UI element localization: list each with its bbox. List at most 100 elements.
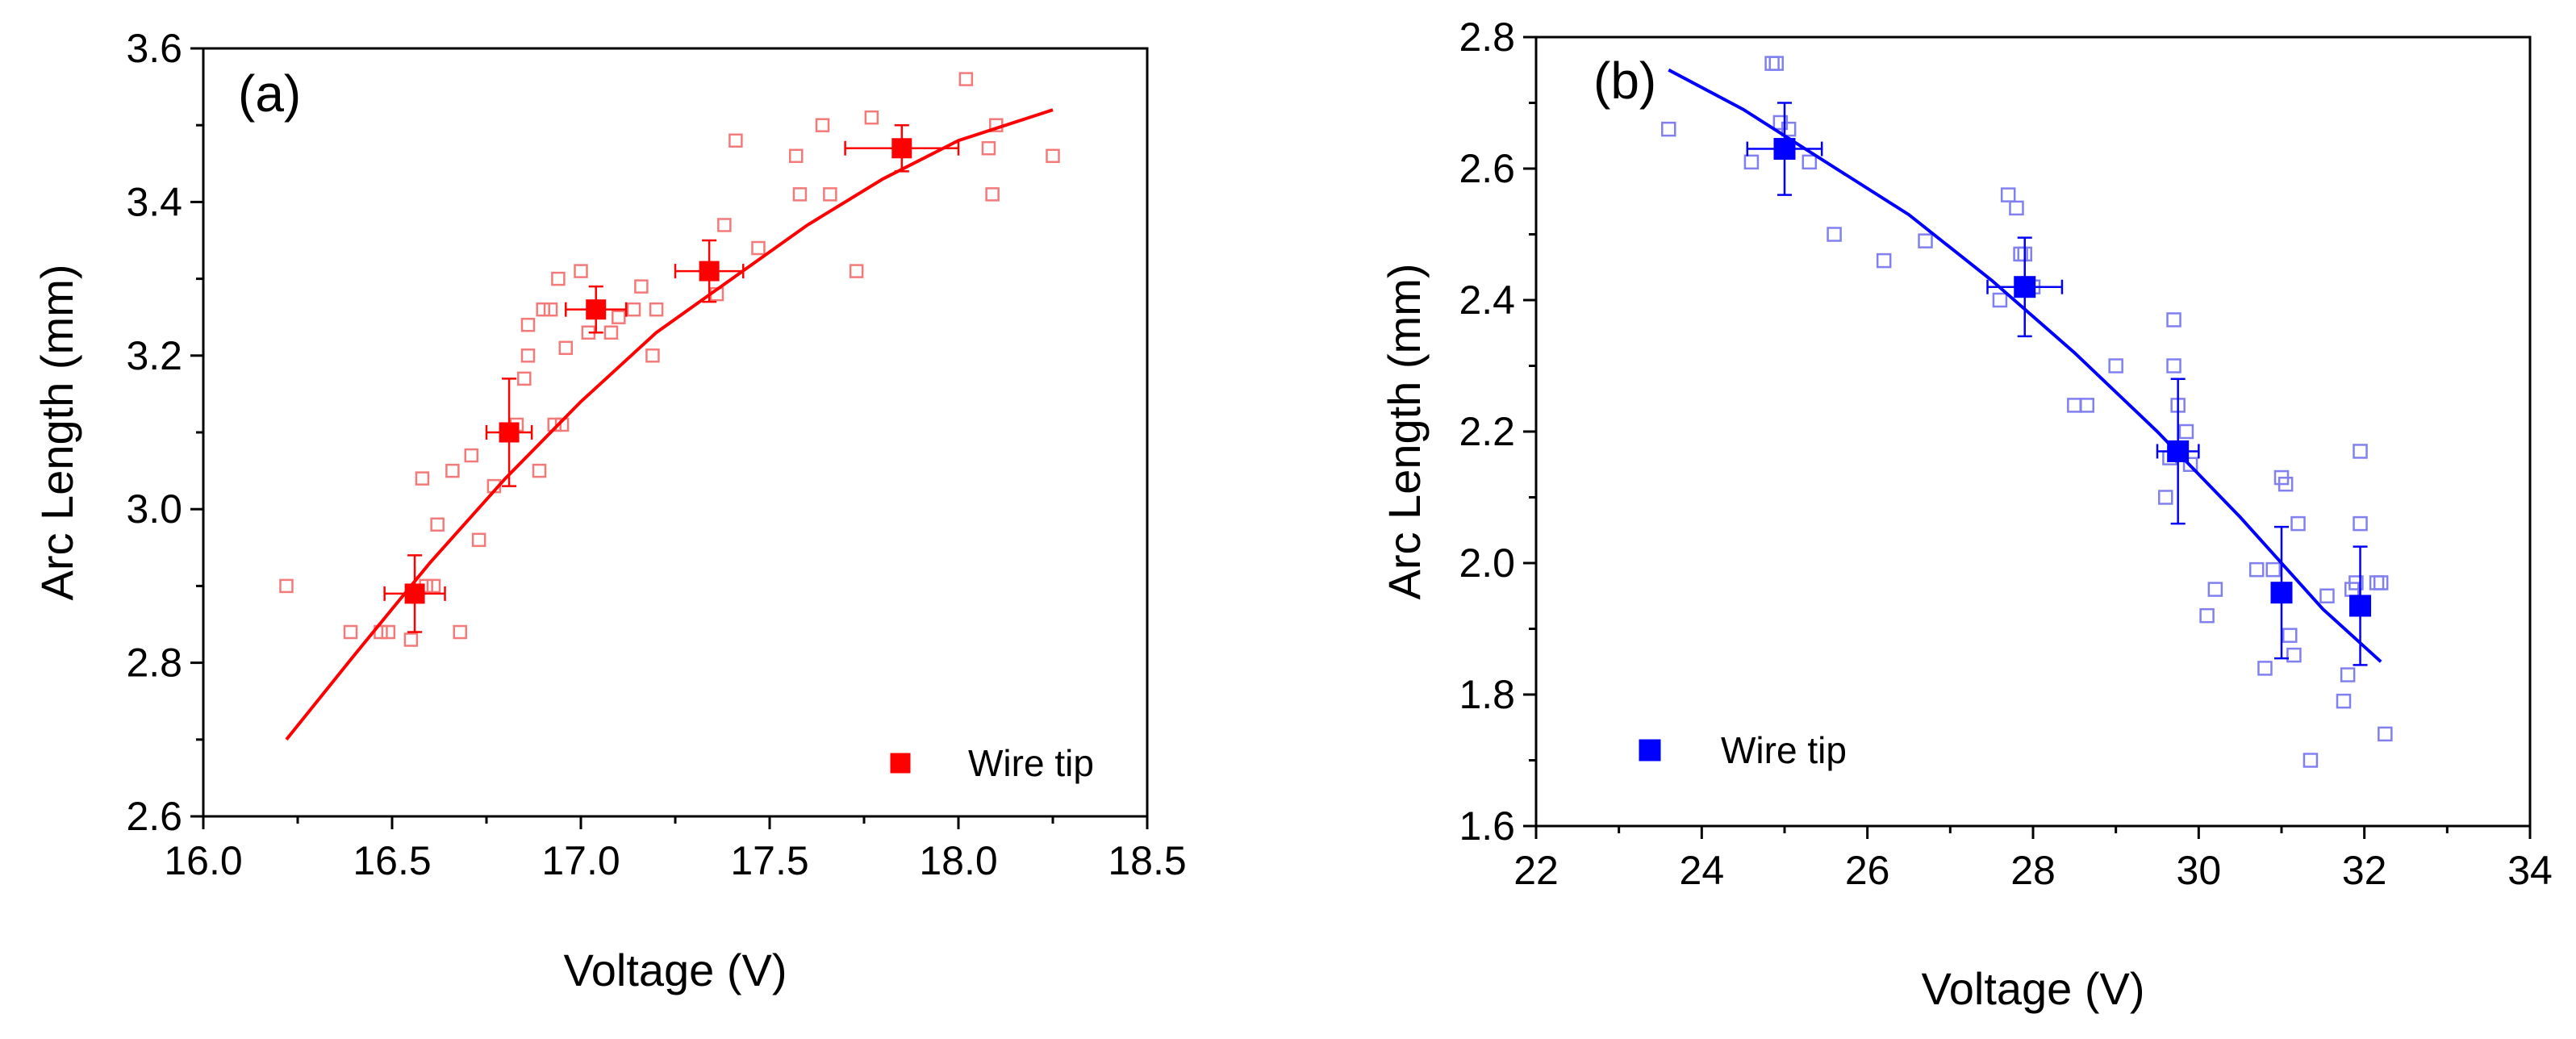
x-tick-label: 18.5	[1108, 838, 1186, 883]
x-tick-label: 34	[2507, 848, 2553, 893]
raw-data-point	[729, 133, 743, 148]
mean-data-point	[699, 261, 720, 282]
y-axis-title: Arc Length (mm)	[1379, 264, 1430, 600]
x-tick-label: 16.5	[353, 838, 431, 883]
mean-data-point	[2167, 440, 2190, 462]
chart-panel-a: 16.0 16.5 17.0 17.5 18.0 18.5 2.6 2.8 3.0 3.2 3.4 3…	[31, 26, 1187, 995]
y-tick-label: 2.0	[1459, 540, 1515, 586]
raw-data-point	[453, 624, 467, 640]
legend-marker	[1639, 739, 1661, 762]
raw-data-point	[2182, 457, 2198, 472]
raw-data-point	[603, 325, 619, 340]
raw-data-point	[343, 624, 358, 640]
mean-data-point	[1773, 138, 1796, 161]
raw-data-point	[792, 187, 808, 202]
raw-data-point	[2257, 661, 2273, 676]
mean-data-point	[2270, 582, 2293, 604]
x-tick-label: 17.0	[541, 838, 620, 883]
chart-panel-b: 22 24 26 28 30 32 34 1.6 1.8 2.0 2.2 2.4 2.6 2.8 Volta…	[1379, 15, 2553, 1014]
raw-data-point	[415, 471, 430, 486]
raw-data-point	[985, 187, 1000, 202]
y-tick-label: 3.4	[126, 179, 182, 224]
raw-data-point	[2290, 515, 2306, 532]
raw-data-point	[543, 302, 558, 317]
y-tick-label: 1.6	[1459, 803, 1515, 849]
raw-data-point	[815, 118, 830, 132]
mean-data-point	[404, 583, 425, 604]
x-tick-label: 30	[2177, 848, 2222, 893]
raw-data-point	[520, 317, 536, 332]
raw-data-point	[2340, 667, 2356, 682]
raw-data-point	[864, 110, 879, 125]
y-tick-label: 2.4	[1459, 277, 1515, 323]
raw-data-point	[2108, 358, 2123, 373]
raw-data-point	[2207, 582, 2223, 597]
raw-data-point	[634, 279, 649, 294]
raw-data-point	[445, 463, 460, 478]
legend-label: Wire tip	[1721, 729, 1847, 771]
raw-data-point	[2353, 444, 2368, 459]
mean-data-point	[891, 138, 912, 159]
y-tick-label: 2.8	[126, 641, 182, 686]
y-tick-label: 2.6	[126, 794, 182, 839]
raw-data-point	[626, 302, 641, 317]
raw-data-point	[2378, 726, 2393, 742]
raw-data-point	[551, 271, 566, 286]
raw-data-point	[958, 72, 974, 86]
raw-data-point	[2319, 588, 2335, 603]
raw-data-point	[471, 532, 486, 548]
raw-data-point	[823, 187, 837, 202]
raw-data-point	[2282, 628, 2298, 643]
raw-data-point	[1768, 56, 1784, 71]
x-tick-label: 16.0	[164, 838, 242, 883]
raw-data-point	[2079, 398, 2094, 413]
raw-data-point	[1918, 233, 1933, 248]
panel-label: (a)	[238, 65, 301, 123]
raw-data-point	[2353, 515, 2368, 532]
y-tick-label: 3.2	[126, 333, 182, 378]
x-tick-label: 26	[1845, 848, 1890, 893]
plot-frame	[202, 47, 1149, 818]
x-tick-label: 18.0	[919, 838, 997, 883]
x-axis-title: Voltage (V)	[1921, 963, 2144, 1014]
mean-data-point	[499, 422, 520, 443]
raw-data-point	[2373, 575, 2389, 590]
raw-data-point	[1046, 148, 1060, 164]
raw-data-point	[789, 148, 804, 164]
raw-data-point	[381, 624, 396, 640]
y-tick-label: 2.2	[1459, 409, 1515, 454]
raw-data-point	[2248, 561, 2265, 578]
raw-data-point	[536, 302, 550, 317]
raw-data-point	[2336, 693, 2352, 709]
raw-data-point	[1661, 121, 1676, 137]
raw-data-point	[2009, 200, 2024, 216]
x-tick-label: 28	[2010, 848, 2056, 893]
raw-data-point	[464, 448, 479, 463]
raw-data-point	[520, 348, 536, 363]
x-tick-label: 24	[1680, 848, 1725, 893]
raw-data-point	[1743, 154, 1760, 170]
panel-label: (b)	[1593, 52, 1656, 110]
raw-data-point	[2277, 476, 2294, 492]
fit-curve	[285, 108, 1054, 741]
raw-data-point	[1876, 252, 1892, 269]
legend-label: Wire tip	[968, 742, 1094, 784]
y-tick-label: 1.8	[1459, 672, 1515, 717]
raw-data-point	[1827, 227, 1842, 242]
raw-data-point	[2178, 424, 2194, 440]
raw-data-point	[2067, 398, 2082, 413]
raw-data-point	[1781, 121, 1797, 137]
raw-data-point	[2286, 647, 2302, 663]
x-tick-label: 22	[1513, 848, 1559, 893]
raw-data-point	[558, 340, 574, 356]
raw-data-point	[2166, 312, 2181, 328]
raw-data-point	[1992, 292, 2008, 308]
raw-data-point	[1764, 56, 1780, 71]
raw-data-point	[645, 348, 660, 363]
raw-data-point	[612, 310, 626, 324]
raw-data-point	[2166, 358, 2181, 373]
mean-data-point	[2349, 595, 2372, 617]
y-tick-label: 2.6	[1459, 146, 1515, 191]
raw-data-point	[2199, 607, 2215, 624]
